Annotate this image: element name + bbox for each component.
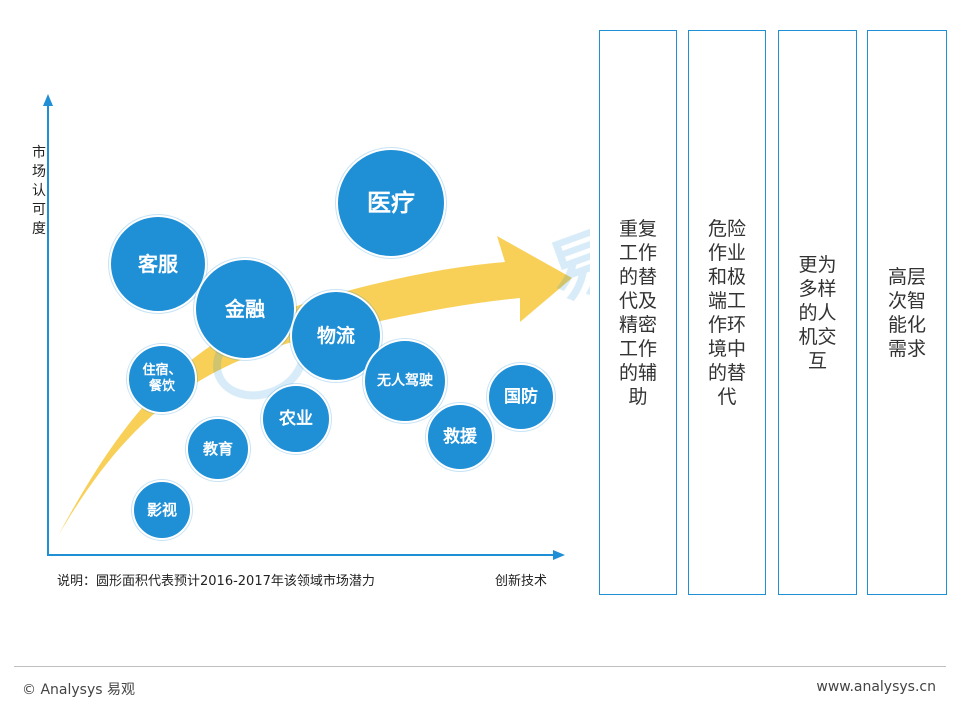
y-axis-arrowhead bbox=[43, 94, 53, 106]
bubble-education: 教育 bbox=[186, 417, 250, 481]
bubble-label: 住宿、餐饮 bbox=[142, 363, 182, 394]
panel-human-machine: 更为多样的人机交互 bbox=[778, 30, 857, 595]
bubble-rescue: 救援 bbox=[426, 403, 494, 471]
bubble-medical: 医疗 bbox=[336, 148, 446, 258]
panel-hazardous-work: 危险作业和极端工作环境中的替代 bbox=[688, 30, 766, 595]
diagram-note: 说明：圆形面积代表预计2016-2017年该领域市场潜力 bbox=[57, 574, 375, 589]
bubble-autonomous: 无人驾驶 bbox=[363, 339, 447, 423]
bubble-label: 金融 bbox=[225, 297, 265, 321]
footer-divider bbox=[14, 666, 946, 667]
bubble-label: 客服 bbox=[138, 252, 178, 276]
bubble-diagram: 易观 医疗 客服 金融 物流 住宿、餐饮 无人驾驶 国防 农业 教育 救援 影视 市场认可度 说明：… bbox=[32, 94, 697, 589]
footer-website[interactable]: www.analysys.cn bbox=[816, 679, 936, 695]
panel-repetitive-work: 重复工作的替代及精密工作的辅助 bbox=[599, 30, 677, 595]
bubble-agriculture: 农业 bbox=[261, 384, 331, 454]
y-axis-label: 市场认可度 bbox=[32, 145, 46, 237]
bubble-defense: 国防 bbox=[487, 363, 555, 431]
bubble-lodging: 住宿、餐饮 bbox=[127, 344, 197, 414]
bubble-layer: 医疗客服金融物流住宿、餐饮 无人驾驶国防农业教育 救援影视 bbox=[109, 148, 555, 540]
panel-high-intelligence: 高层次智能化需求 bbox=[867, 30, 947, 595]
growth-arrow bbox=[58, 236, 572, 536]
panel-text: 高层次智能化需求 bbox=[887, 265, 926, 360]
bubble-label: 物流 bbox=[316, 324, 355, 347]
bubble-label: 影视 bbox=[146, 501, 177, 519]
footer-copyright: © Analysys 易观 bbox=[22, 682, 135, 698]
panel-text: 重复工作的替代及精密工作的辅助 bbox=[618, 217, 657, 408]
bubble-label: 教育 bbox=[202, 440, 233, 458]
bubble-label: 救援 bbox=[443, 426, 477, 447]
bubble-label: 无人驾驶 bbox=[377, 372, 433, 389]
bubble-service: 客服 bbox=[109, 215, 207, 313]
bubble-label: 农业 bbox=[279, 408, 313, 429]
panel-text: 更为多样的人机交互 bbox=[798, 253, 837, 372]
panel-text: 危险作业和极端工作环境中的替代 bbox=[707, 217, 746, 408]
x-axis-arrowhead bbox=[553, 550, 565, 560]
bubble-finance: 金融 bbox=[194, 258, 296, 360]
bubble-label: 国防 bbox=[504, 386, 538, 407]
bubble-label: 医疗 bbox=[367, 188, 415, 217]
x-axis-label: 创新技术 bbox=[495, 574, 548, 589]
bubble-film: 影视 bbox=[132, 480, 192, 540]
